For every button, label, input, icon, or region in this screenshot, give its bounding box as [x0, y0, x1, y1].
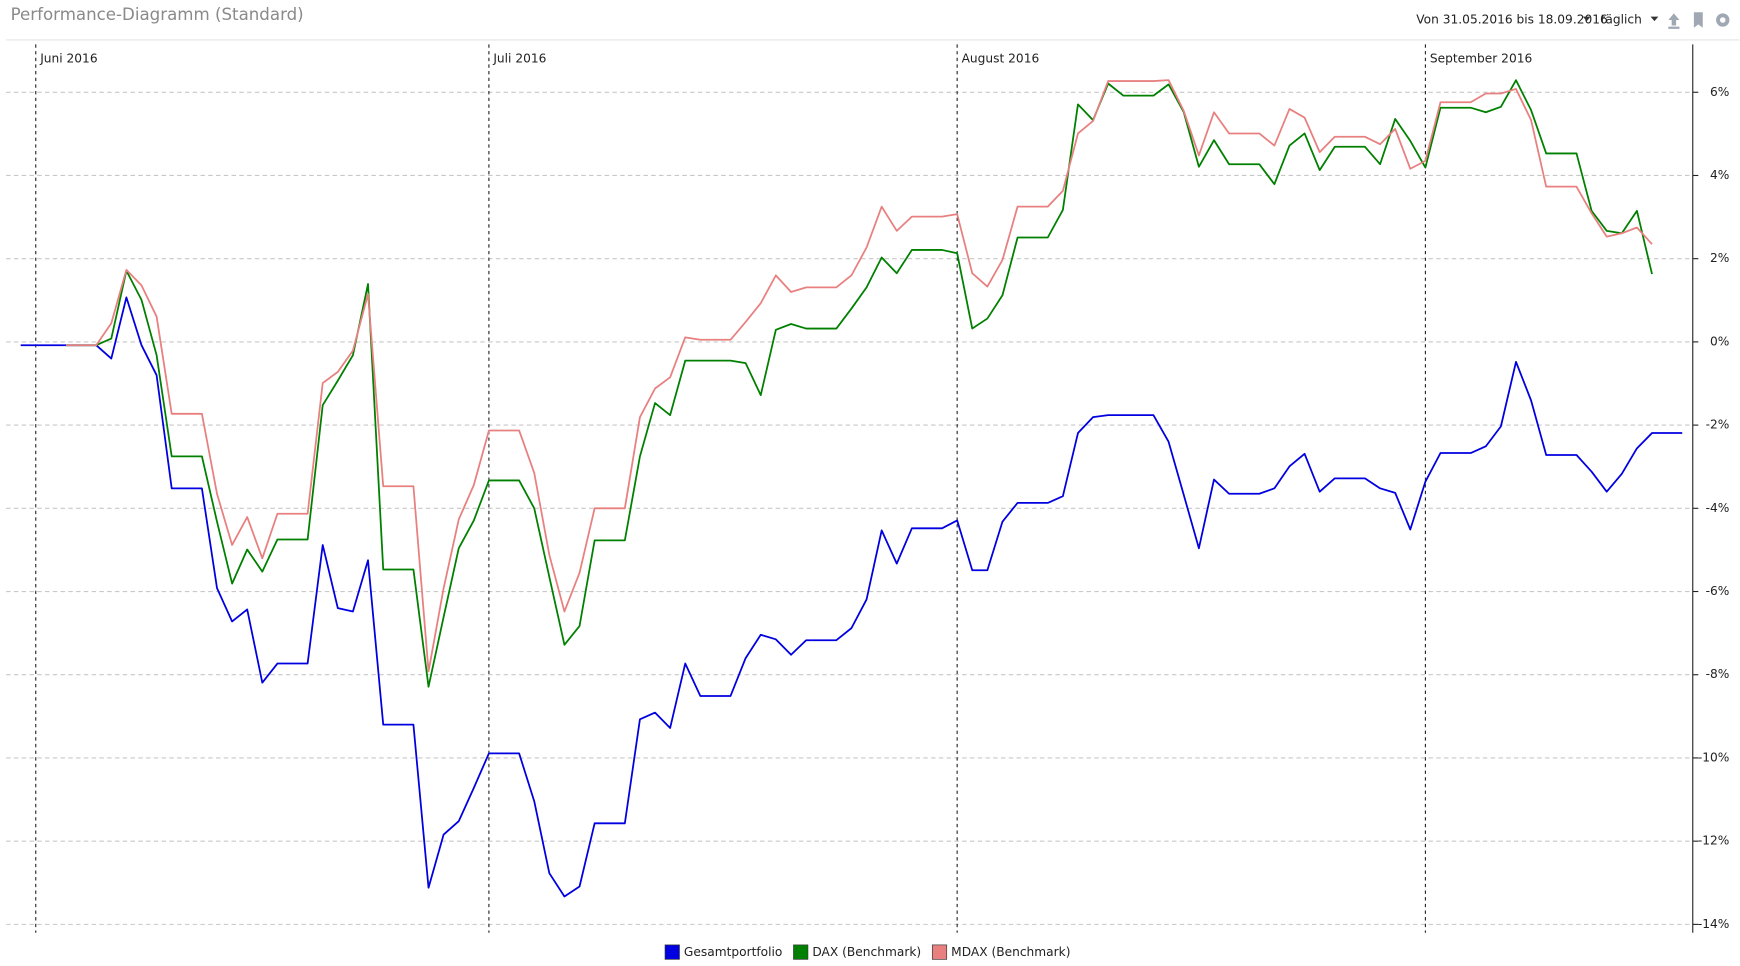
- legend-item[interactable]: Gesamtportfolio: [664, 944, 783, 960]
- y-tick-label: -6%: [1706, 584, 1730, 598]
- x-tick-label: Juli 2016: [492, 51, 546, 65]
- series-line: [20, 296, 1683, 898]
- y-tick-label: -4%: [1706, 501, 1730, 515]
- y-tick-label: -10%: [1698, 750, 1730, 764]
- x-tick-label: Juni 2016: [39, 51, 97, 65]
- y-tick-label: 6%: [1710, 85, 1729, 99]
- dropdown-arrow[interactable]: [1650, 16, 1659, 22]
- legend-swatch: [793, 944, 809, 960]
- series-line: [65, 79, 1653, 688]
- legend-label: MDAX (Benchmark): [951, 945, 1070, 959]
- y-tick-label: -2%: [1706, 418, 1730, 432]
- dropdown-arrow[interactable]: [1582, 16, 1591, 22]
- legend-label: DAX (Benchmark): [812, 945, 921, 959]
- bookmark-icon[interactable]: [1693, 12, 1703, 28]
- y-tick-label: -12%: [1698, 834, 1730, 848]
- x-tick-label: September 2016: [1430, 51, 1532, 65]
- y-tick-label: -14%: [1698, 917, 1730, 931]
- y-tick-label: 0%: [1710, 334, 1729, 348]
- settings-icon-hole: [1719, 17, 1726, 23]
- legend-item[interactable]: DAX (Benchmark): [793, 944, 921, 960]
- legend-swatch: [664, 944, 680, 960]
- date-range[interactable]: Von 31.05.2016 bis 18.09.2016: [1416, 12, 1607, 26]
- chart-title: Performance-Diagramm (Standard): [11, 5, 304, 24]
- export-icon[interactable]: [1668, 13, 1680, 29]
- y-tick-label: -8%: [1706, 667, 1730, 681]
- interval-select[interactable]: täglich: [1601, 12, 1642, 26]
- legend-swatch: [931, 944, 948, 960]
- series-line: [65, 79, 1653, 673]
- legend: Gesamtportfolio DAX (Benchmark) MDAX (Benc…: [664, 944, 1070, 960]
- x-tick-label: August 2016: [962, 51, 1040, 65]
- y-tick-label: 4%: [1710, 168, 1729, 182]
- y-tick-label: 2%: [1710, 251, 1729, 265]
- legend-item[interactable]: MDAX (Benchmark): [931, 944, 1070, 960]
- legend-label: Gesamtportfolio: [684, 945, 783, 959]
